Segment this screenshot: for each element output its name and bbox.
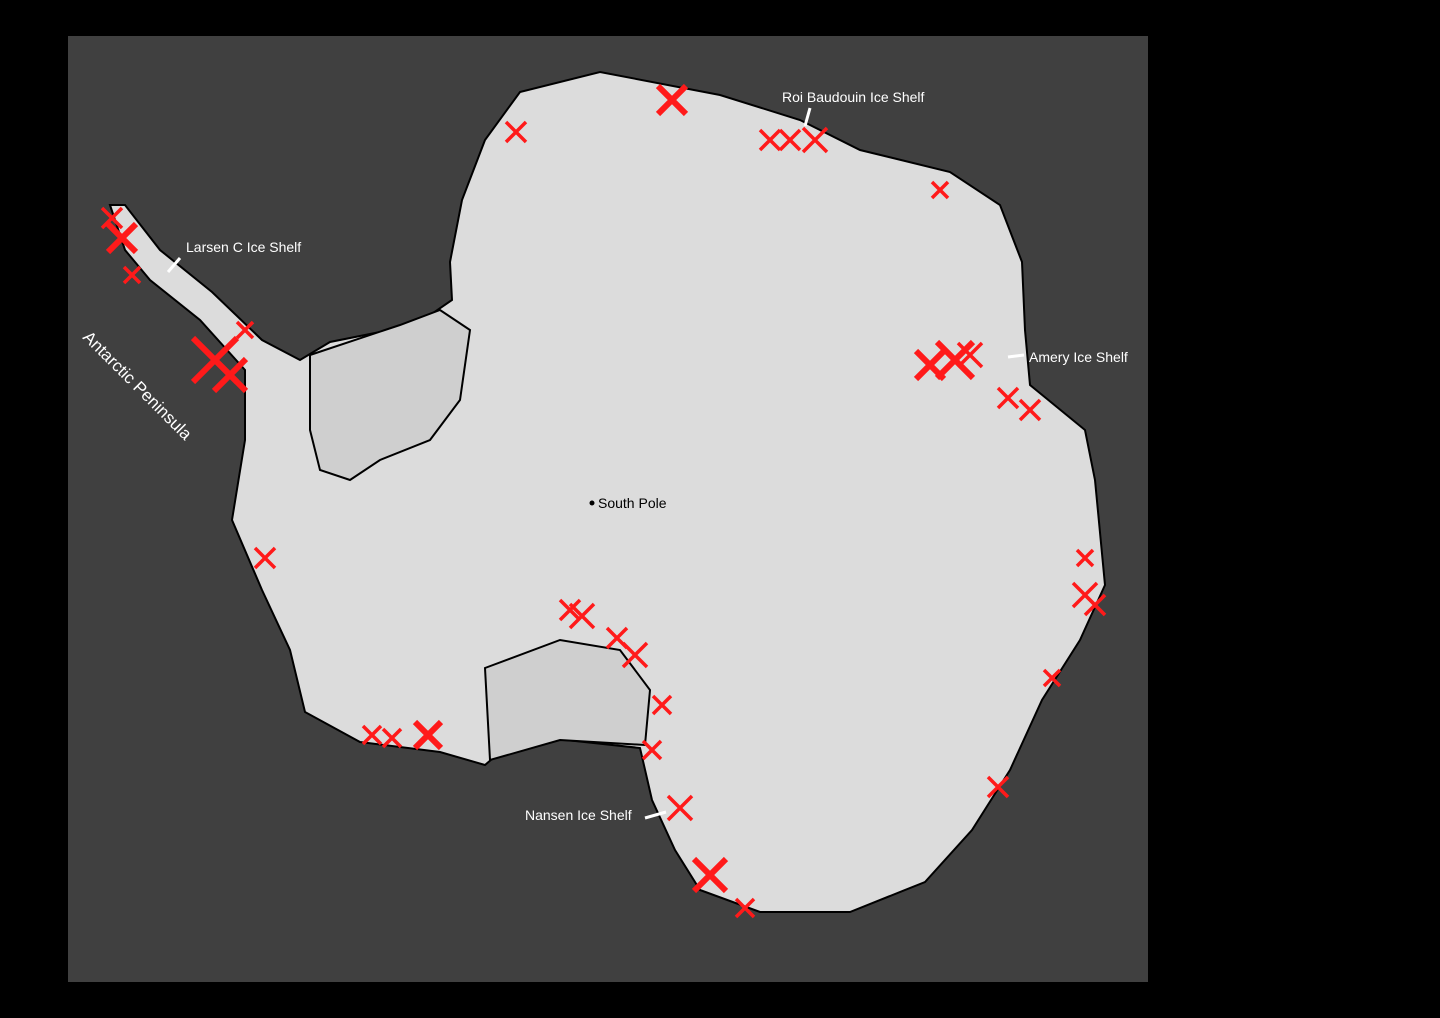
x-marker-icon [105, 221, 139, 255]
label-roi-baudouin: Roi Baudouin Ice Shelf [782, 89, 925, 105]
label-nansen: Nansen Ice Shelf [525, 807, 632, 823]
x-marker-icon [621, 641, 649, 669]
x-marker-icon [381, 727, 403, 749]
ross-ice-shelf [483, 638, 652, 762]
x-marker-icon [361, 724, 383, 746]
x-marker-icon [235, 320, 255, 340]
x-marker-icon [778, 128, 802, 152]
south-pole-dot [589, 500, 595, 506]
label-antarctic-peninsula: Antarctic Peninsula [79, 327, 196, 444]
x-marker-icon [1075, 548, 1095, 568]
x-marker-icon [558, 598, 582, 622]
x-marker-icon [986, 775, 1010, 799]
x-marker-icon [734, 897, 756, 919]
x-marker-icon [568, 602, 596, 630]
x-marker-icon [934, 339, 976, 381]
continent-landmass [108, 70, 1107, 913]
x-marker-icon [1083, 593, 1107, 617]
x-marker-icon [666, 794, 694, 822]
x-marker-icon [651, 694, 673, 716]
x-marker-icon [211, 356, 249, 394]
x-marker-icon [122, 265, 142, 285]
x-marker-icon [758, 128, 782, 152]
label-south-pole: South Pole [598, 495, 667, 511]
label-amery: Amery Ice Shelf [1029, 349, 1128, 365]
label-larsen-c: Larsen C Ice Shelf [186, 239, 301, 255]
x-marker-icon [412, 719, 444, 751]
x-marker-icon [1042, 668, 1062, 688]
x-marker-icon [655, 83, 689, 117]
x-marker-icon [253, 546, 277, 570]
x-marker-icon [801, 126, 829, 154]
x-marker-icon [100, 206, 124, 230]
label-leaders [166, 107, 1025, 820]
x-marker-icon [691, 856, 729, 894]
x-marker-icon [1018, 398, 1042, 422]
x-marker-icon [996, 386, 1020, 410]
x-marker-icon [504, 120, 528, 144]
x-marker-icon [956, 341, 984, 369]
weddell-ice-shelf [309, 308, 472, 482]
x-marker-icon [930, 180, 950, 200]
x-marker-icon [641, 739, 663, 761]
